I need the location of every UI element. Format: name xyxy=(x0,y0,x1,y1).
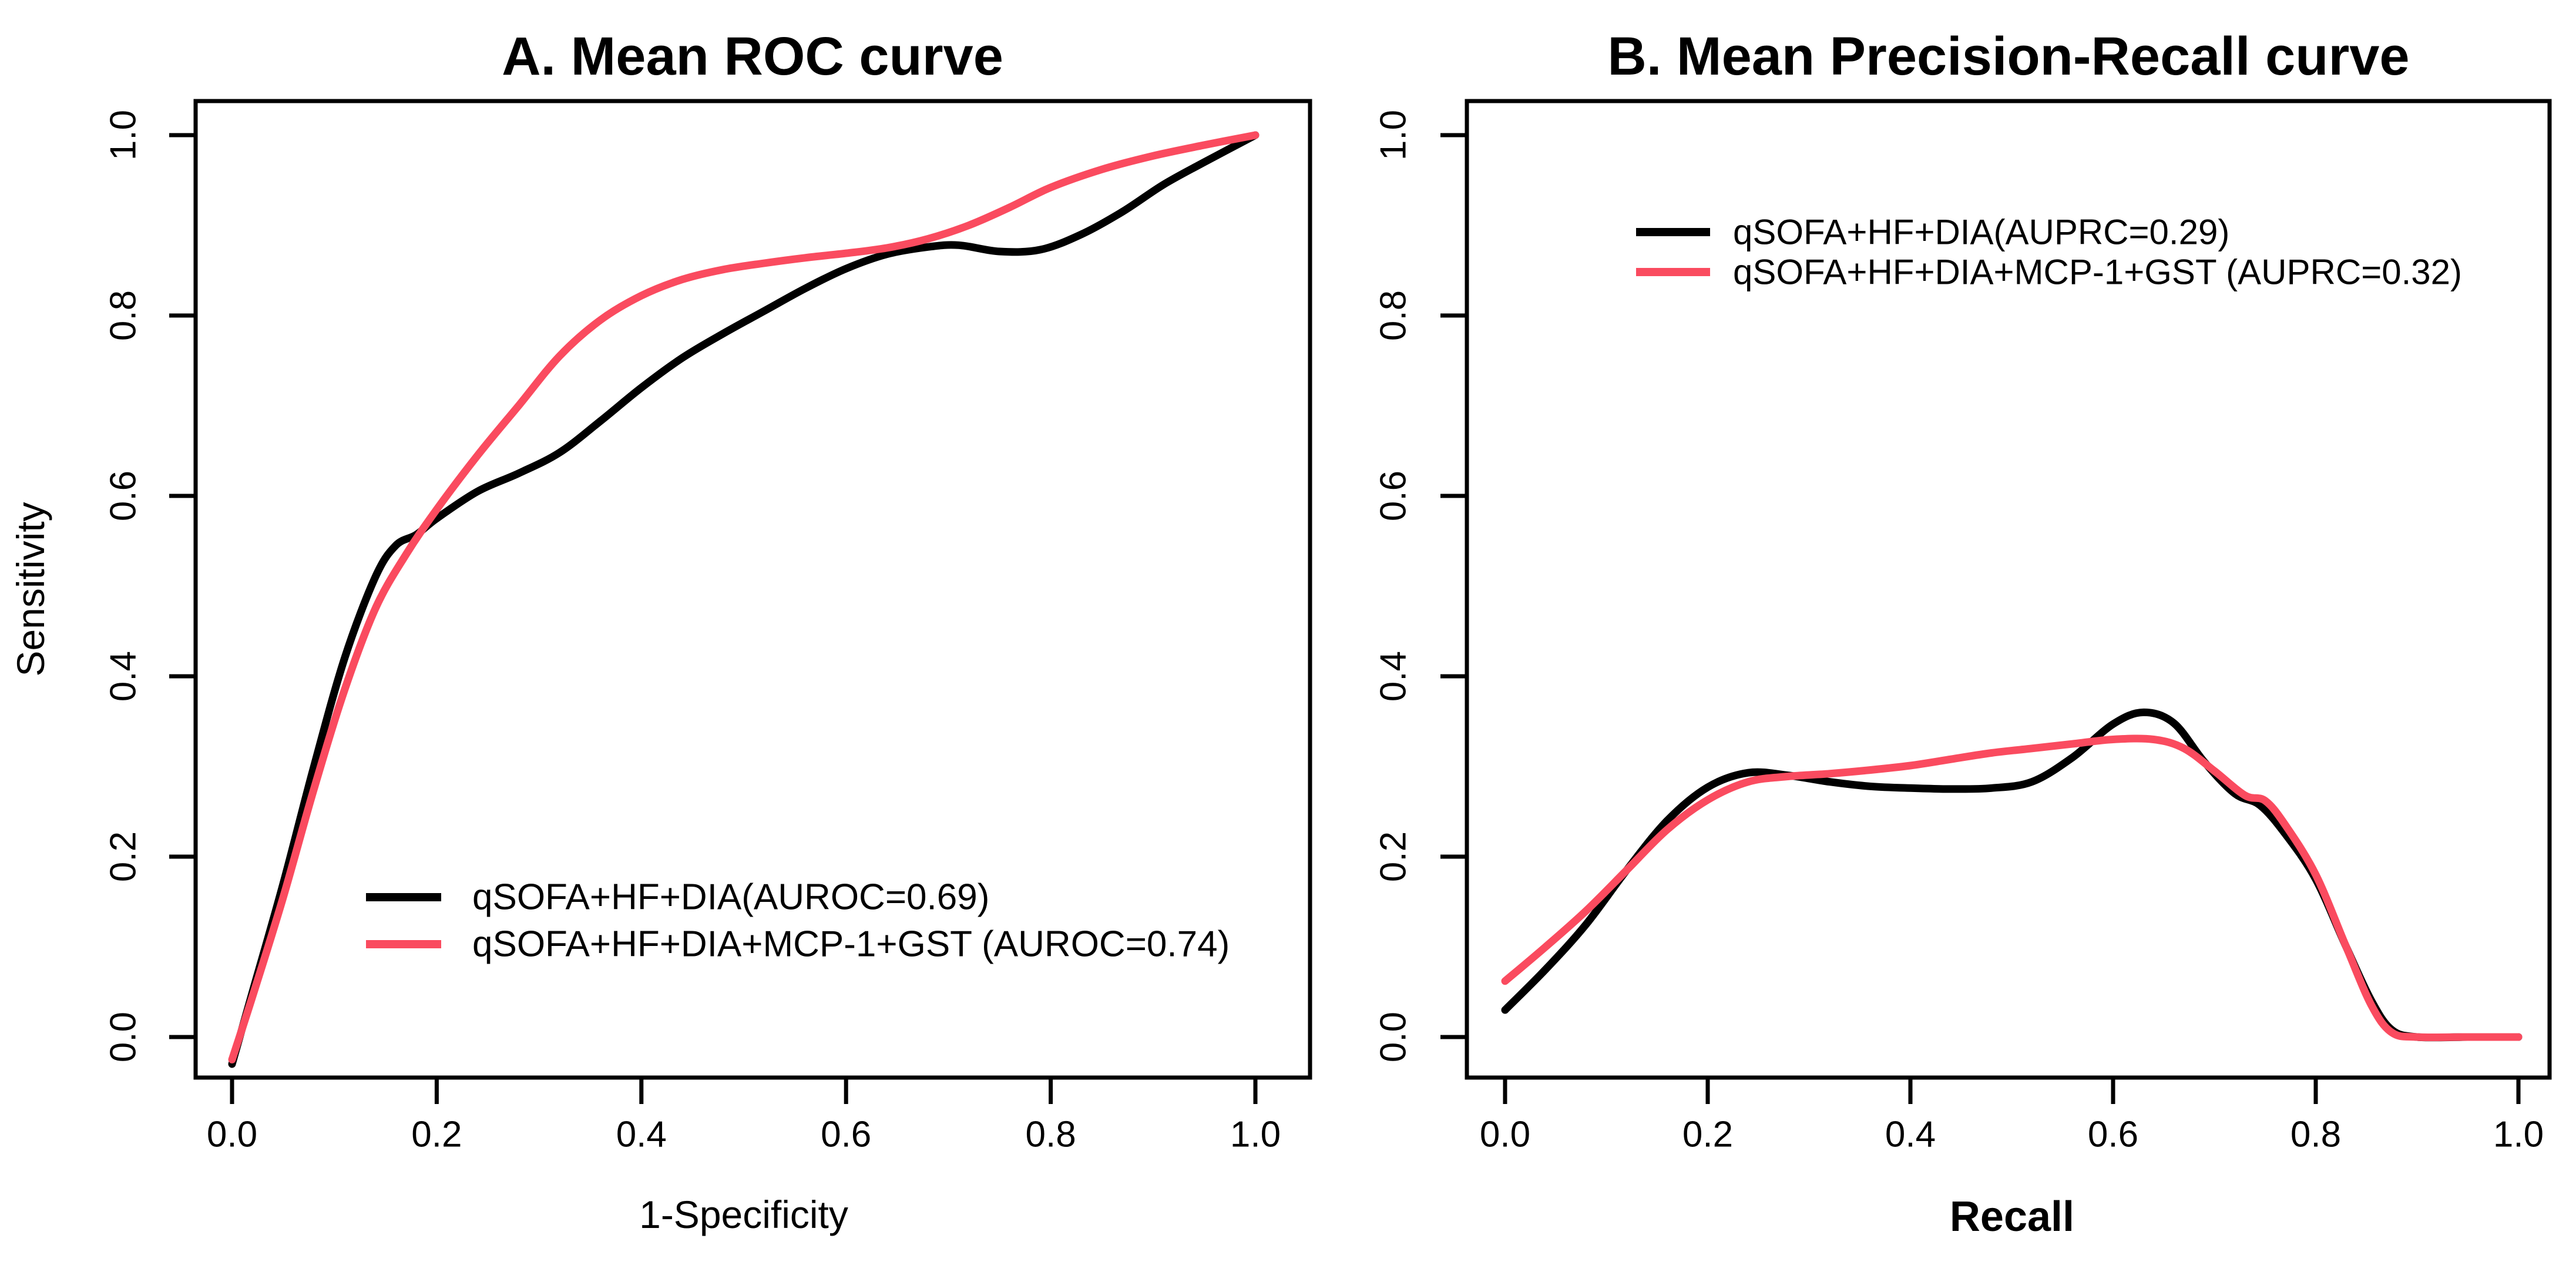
x-tick-label: 0.4 xyxy=(616,1115,667,1155)
legend-label-black-b: qSOFA+HF+DIA(AUPRC=0.29) xyxy=(1733,213,2229,252)
y-tick-label: 0.4 xyxy=(1373,651,1414,702)
y-tick-label: 0.2 xyxy=(103,831,144,882)
curve-pink-b xyxy=(1501,734,2523,1042)
plot-border-b xyxy=(1465,99,2552,1080)
panel-a-title: A. Mean ROC curve xyxy=(502,26,1003,86)
y-tick-label: 1.0 xyxy=(103,110,144,160)
x-tick-label: 0.8 xyxy=(2290,1115,2341,1155)
legend-b: qSOFA+HF+DIA(AUPRC=0.29) qSOFA+HF+DIA+MC… xyxy=(1636,213,2462,292)
x-tick-label: 0.2 xyxy=(411,1115,462,1155)
legend-a: qSOFA+HF+DIA(AUROC=0.69) qSOFA+HF+DIA+MC… xyxy=(366,877,1230,965)
x-tick-label: 0.8 xyxy=(1025,1115,1076,1155)
x-tick-label: 1.0 xyxy=(2493,1115,2544,1155)
x-tick-label: 0.4 xyxy=(1885,1115,1936,1155)
roc-panel: A. Mean ROC curve 0.0 0.2 0.4 0.6 0.8 1.0 0.0… xyxy=(9,26,1312,1236)
y-axis-ticks-a: 0.0 0.2 0.4 0.6 0.8 1.0 xyxy=(103,110,196,1062)
legend-label-pink-a: qSOFA+HF+DIA+MCP-1+GST (AUROC=0.74) xyxy=(472,924,1230,965)
panel-b-title: B. Mean Precision-Recall curve xyxy=(1607,26,2409,86)
plot-border-a xyxy=(193,99,1312,1080)
x-axis-label-b: Recall xyxy=(1950,1193,2074,1240)
legend-label-black-a: qSOFA+HF+DIA(AUROC=0.69) xyxy=(472,877,989,918)
y-tick-label: 0.8 xyxy=(103,290,144,341)
curve-black-a xyxy=(228,131,1260,1068)
y-tick-label: 0.6 xyxy=(103,471,144,521)
x-tick-label: 1.0 xyxy=(1230,1115,1281,1155)
pr-panel: B. Mean Precision-Recall curve 0.0 0.2 0.4… xyxy=(1373,26,2552,1240)
x-tick-label: 0.0 xyxy=(1480,1115,1530,1155)
x-tick-label: 0.6 xyxy=(821,1115,871,1155)
curve-pink-a xyxy=(228,131,1260,1063)
y-tick-label: 0.0 xyxy=(103,1012,144,1062)
x-axis-label-a: 1-Specificity xyxy=(639,1193,848,1236)
y-tick-label: 0.0 xyxy=(1373,1012,1414,1062)
legend-label-pink-b: qSOFA+HF+DIA+MCP-1+GST (AUPRC=0.32) xyxy=(1733,253,2462,292)
x-axis-ticks-a: 0.0 0.2 0.4 0.6 0.8 1.0 xyxy=(207,1078,1281,1155)
x-tick-label: 0.2 xyxy=(1682,1115,1733,1155)
y-axis-label-a: Sensitivity xyxy=(9,502,52,676)
y-tick-label: 0.4 xyxy=(103,651,144,702)
x-axis-ticks-b: 0.0 0.2 0.4 0.6 0.8 1.0 xyxy=(1480,1078,2544,1155)
y-tick-label: 0.2 xyxy=(1373,831,1414,882)
x-tick-label: 0.6 xyxy=(2088,1115,2138,1155)
x-tick-label: 0.0 xyxy=(207,1115,257,1155)
y-tick-label: 1.0 xyxy=(1373,110,1414,160)
y-tick-label: 0.6 xyxy=(1373,471,1414,521)
y-axis-ticks-b: 0.0 0.2 0.4 0.6 0.8 1.0 xyxy=(1373,110,1467,1062)
series-lines-a xyxy=(228,131,1260,1068)
series-lines-b xyxy=(1501,708,2523,1042)
y-tick-label: 0.8 xyxy=(1373,290,1414,341)
